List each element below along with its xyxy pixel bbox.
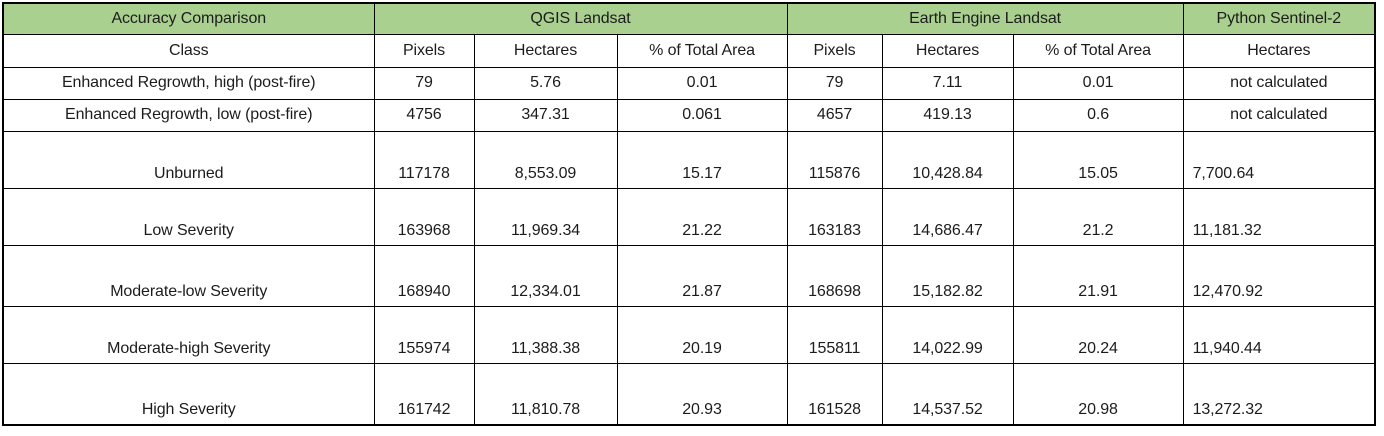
qgis-pixels-cell: 155974 [373, 305, 475, 364]
py-hectares-cell: 13,272.32 [1182, 362, 1376, 426]
ee-pixels-cell: 115876 [786, 130, 883, 189]
group-header-python-sentinel2: Python Sentinel-2 [1182, 2, 1376, 35]
column-header-ee-hectares: Hectares [881, 33, 1014, 68]
qgis-pixels-cell: 161742 [373, 362, 475, 426]
ee-pct-cell: 0.6 [1012, 98, 1184, 132]
qgis-hectares-cell: 11,969.34 [473, 187, 618, 246]
class-cell: Enhanced Regrowth, high (post-fire) [2, 66, 375, 100]
column-header-py-hectares: Hectares [1182, 33, 1376, 68]
qgis-hectares-cell: 5.76 [473, 66, 618, 100]
table-row-moderate-low-severity: Moderate-low Severity 168940 12,334.01 2… [2, 244, 1376, 307]
qgis-hectares-cell: 11,388.38 [473, 305, 618, 364]
ee-pct-cell: 0.01 [1012, 66, 1184, 100]
ee-hectares-cell: 15,182.82 [881, 244, 1014, 307]
ee-pct-cell: 20.98 [1012, 362, 1184, 426]
qgis-pct-cell: 21.22 [616, 187, 788, 246]
class-cell: Enhanced Regrowth, low (post-fire) [2, 98, 375, 132]
qgis-hectares-cell: 8,553.09 [473, 130, 618, 189]
qgis-pct-cell: 0.01 [616, 66, 788, 100]
accuracy-comparison-table: Accuracy Comparison QGIS Landsat Earth E… [2, 2, 1377, 426]
qgis-pixels-cell: 163968 [373, 187, 475, 246]
class-cell: Low Severity [2, 187, 375, 246]
group-header-qgis-landsat: QGIS Landsat [373, 2, 788, 35]
ee-pixels-cell: 163183 [786, 187, 883, 246]
ee-pixels-cell: 79 [786, 66, 883, 100]
column-header-ee-pixels: Pixels [786, 33, 883, 68]
column-header-ee-pct-total-area: % of Total Area [1012, 33, 1184, 68]
class-cell: Moderate-high Severity [2, 305, 375, 364]
ee-pct-cell: 15.05 [1012, 130, 1184, 189]
ee-hectares-cell: 14,537.52 [881, 362, 1014, 426]
ee-pixels-cell: 155811 [786, 305, 883, 364]
table-row-moderate-high-severity: Moderate-high Severity 155974 11,388.38 … [2, 305, 1376, 364]
ee-pixels-cell: 168698 [786, 244, 883, 307]
qgis-pct-cell: 0.061 [616, 98, 788, 132]
ee-pixels-cell: 4657 [786, 98, 883, 132]
ee-pixels-cell: 161528 [786, 362, 883, 426]
class-cell: High Severity [2, 362, 375, 426]
qgis-hectares-cell: 12,334.01 [473, 244, 618, 307]
table-row-unburned: Unburned 117178 8,553.09 15.17 115876 10… [2, 130, 1376, 189]
table-row-enhanced-regrowth-high: Enhanced Regrowth, high (post-fire) 79 5… [2, 66, 1376, 100]
py-hectares-cell: 12,470.92 [1182, 244, 1376, 307]
ee-pct-cell: 20.24 [1012, 305, 1184, 364]
qgis-pct-cell: 20.19 [616, 305, 788, 364]
ee-hectares-cell: 14,022.99 [881, 305, 1014, 364]
qgis-hectares-cell: 347.31 [473, 98, 618, 132]
table-row-low-severity: Low Severity 163968 11,969.34 21.22 1631… [2, 187, 1376, 246]
py-hectares-cell: 11,940.44 [1182, 305, 1376, 364]
qgis-pixels-cell: 168940 [373, 244, 475, 307]
column-header-row: Class Pixels Hectares % of Total Area Pi… [2, 33, 1376, 68]
column-header-class: Class [2, 33, 375, 68]
qgis-pixels-cell: 117178 [373, 130, 475, 189]
py-hectares-cell: not calculated [1182, 98, 1376, 132]
qgis-pct-cell: 20.93 [616, 362, 788, 426]
ee-pct-cell: 21.91 [1012, 244, 1184, 307]
qgis-pct-cell: 15.17 [616, 130, 788, 189]
table-title-cell: Accuracy Comparison [2, 2, 375, 35]
qgis-pct-cell: 21.87 [616, 244, 788, 307]
column-header-qgis-hectares: Hectares [473, 33, 618, 68]
class-cell: Unburned [2, 130, 375, 189]
qgis-pixels-cell: 4756 [373, 98, 475, 132]
column-header-qgis-pct-total-area: % of Total Area [616, 33, 788, 68]
spreadsheet-area: Accuracy Comparison QGIS Landsat Earth E… [2, 2, 1377, 426]
group-header-row: Accuracy Comparison QGIS Landsat Earth E… [2, 2, 1376, 35]
table-row-enhanced-regrowth-low: Enhanced Regrowth, low (post-fire) 4756 … [2, 98, 1376, 132]
py-hectares-cell: 11,181.32 [1182, 187, 1376, 246]
qgis-hectares-cell: 11,810.78 [473, 362, 618, 426]
class-cell: Moderate-low Severity [2, 244, 375, 307]
ee-hectares-cell: 10,428.84 [881, 130, 1014, 189]
ee-hectares-cell: 419.13 [881, 98, 1014, 132]
ee-pct-cell: 21.2 [1012, 187, 1184, 246]
column-header-qgis-pixels: Pixels [373, 33, 475, 68]
py-hectares-cell: 7,700.64 [1182, 130, 1376, 189]
ee-hectares-cell: 14,686.47 [881, 187, 1014, 246]
qgis-pixels-cell: 79 [373, 66, 475, 100]
table-row-high-severity: High Severity 161742 11,810.78 20.93 161… [2, 362, 1376, 426]
ee-hectares-cell: 7.11 [881, 66, 1014, 100]
group-header-earth-engine-landsat: Earth Engine Landsat [786, 2, 1184, 35]
py-hectares-cell: not calculated [1182, 66, 1376, 100]
